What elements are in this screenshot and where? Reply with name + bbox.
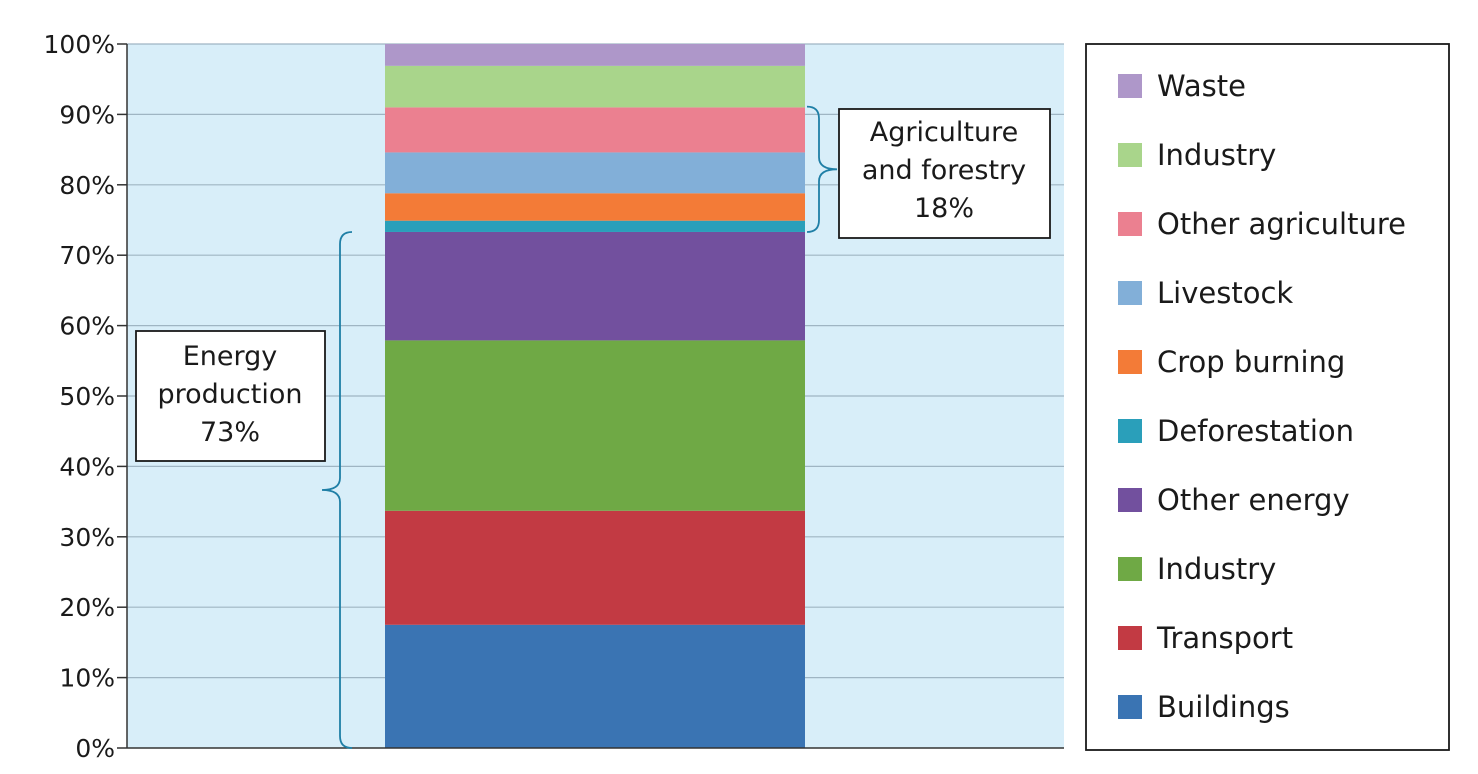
- legend-item: Livestock: [1118, 276, 1293, 310]
- y-tick-label: 10%: [59, 664, 115, 693]
- legend-item: Other agriculture: [1118, 207, 1406, 241]
- legend-swatch: [1118, 488, 1142, 512]
- legend-swatch: [1118, 626, 1142, 650]
- legend-label: Waste: [1157, 69, 1246, 103]
- y-tick-label: 70%: [59, 241, 115, 270]
- bar-segment: [385, 65, 805, 108]
- legend-label: Other agriculture: [1157, 207, 1406, 241]
- energy-production-label-box: [135, 330, 326, 462]
- bar-segment: [385, 107, 805, 153]
- legend-label: Industry: [1157, 138, 1276, 172]
- legend-label: Deforestation: [1157, 414, 1354, 448]
- agriculture-forestry-label-text: 18%: [914, 193, 974, 224]
- legend-item: Waste: [1118, 69, 1246, 103]
- agriculture-forestry-label: Agriculture and forestry 18%: [838, 108, 1051, 239]
- bar-segment: [385, 193, 805, 221]
- bar-segment: [385, 231, 805, 341]
- agriculture-forestry-label-text: and forestry: [862, 155, 1026, 186]
- energy-production-label-text: production: [158, 379, 303, 410]
- bar-segment: [385, 510, 805, 625]
- legend-label: Livestock: [1157, 276, 1293, 310]
- y-tick-label: 60%: [59, 312, 115, 341]
- legend-label: Transport: [1156, 621, 1293, 655]
- energy-production-brace: [321, 231, 353, 749]
- y-tick-label: 20%: [59, 593, 115, 622]
- legend-swatch: [1118, 419, 1142, 443]
- y-tick-label: 90%: [59, 100, 115, 129]
- bar-segment: [385, 340, 805, 511]
- energy-production-label: Energy production 73%: [135, 330, 326, 462]
- legend-box: [1085, 43, 1450, 751]
- bar-segment: [385, 152, 805, 194]
- agriculture-forestry-label-box: [838, 108, 1051, 239]
- legend-swatch: [1118, 74, 1142, 98]
- agriculture-forestry-label-text: Agriculture: [870, 117, 1019, 148]
- y-axis-ticks: 0% 10% 20% 30% 40% 50% 60% 70% 80% 90% 100%: [44, 30, 127, 763]
- legend-swatch: [1118, 143, 1142, 167]
- y-tick-label: 100%: [44, 30, 115, 59]
- legend-swatch: [1118, 281, 1142, 305]
- legend-swatch: [1118, 557, 1142, 581]
- bar-segment: [385, 624, 805, 748]
- stacked-bar: [385, 44, 805, 748]
- y-tick-label: 30%: [59, 523, 115, 552]
- legend-label: Buildings: [1157, 690, 1290, 724]
- legend-item: Crop burning: [1118, 345, 1345, 379]
- y-tick-label: 40%: [59, 452, 115, 481]
- legend-item: Industry: [1118, 552, 1276, 586]
- y-tick-label: 0%: [75, 734, 115, 763]
- energy-production-label-text: 73%: [200, 417, 260, 448]
- legend-item: Other energy: [1118, 483, 1350, 517]
- legend: Waste Industry Other agriculture Livestock C…: [1085, 43, 1450, 751]
- legend-swatch: [1118, 695, 1142, 719]
- agriculture-forestry-brace: [806, 105, 838, 233]
- y-tick-label: 50%: [59, 382, 115, 411]
- legend-item: Buildings: [1118, 690, 1290, 724]
- energy-production-label-text: Energy: [183, 341, 278, 372]
- legend-swatch: [1118, 212, 1142, 236]
- legend-item: Deforestation: [1118, 414, 1354, 448]
- bar-segment: [385, 220, 805, 232]
- bar-segment: [385, 44, 805, 66]
- legend-label: Crop burning: [1157, 345, 1345, 379]
- y-tick-label: 80%: [59, 171, 115, 200]
- legend-label: Industry: [1157, 552, 1276, 586]
- legend-swatch: [1118, 350, 1142, 374]
- annotations: Energy production 73% Agriculture and forest…: [135, 105, 1051, 749]
- legend-item: Transport: [1118, 621, 1293, 655]
- legend-label: Other energy: [1157, 483, 1350, 517]
- legend-item: Industry: [1118, 138, 1276, 172]
